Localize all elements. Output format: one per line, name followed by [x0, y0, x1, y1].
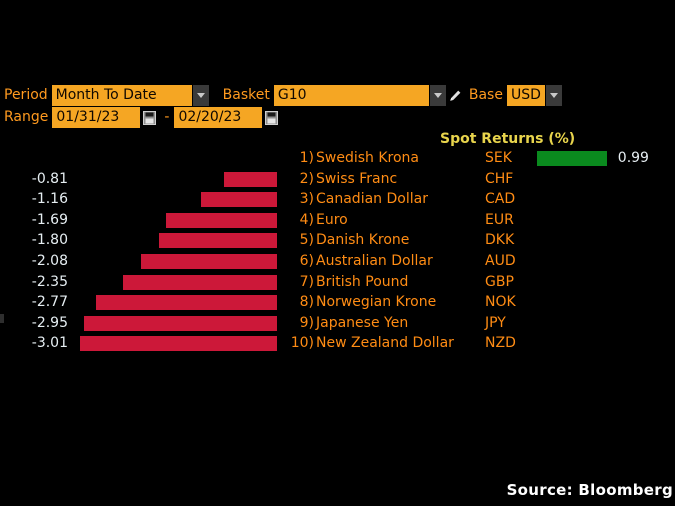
bar-value-label: -0.81 — [31, 170, 68, 187]
period-select-value[interactable]: Month To Date — [51, 85, 192, 106]
bar-value-label: -1.80 — [31, 232, 68, 249]
chart-title: Spot Returns (%) — [440, 131, 576, 147]
row-rank: 1) — [299, 150, 314, 166]
bar-value-label: -2.95 — [31, 314, 68, 331]
base-dropdown-chevron-down-icon[interactable] — [544, 85, 562, 106]
currency-code[interactable]: NOK — [485, 294, 516, 311]
bar-negative — [79, 336, 277, 352]
range-label: Range — [4, 109, 49, 125]
currency-code[interactable]: EUR — [485, 211, 514, 228]
base-label: Base — [468, 87, 503, 103]
bar-value-label: -2.35 — [31, 273, 68, 290]
currency-code[interactable]: NZD — [485, 335, 516, 352]
base-select-value[interactable]: USD — [506, 85, 545, 106]
left-edge-marker — [0, 314, 4, 323]
range-separator: - — [164, 109, 170, 125]
currency-name[interactable]: British Pound — [316, 273, 409, 290]
currency-code[interactable]: AUD — [485, 253, 516, 269]
bar-value-label: 0.99 — [617, 150, 649, 166]
chart-row[interactable]: -3.01 10) New Zealand Dollar NZD — [0, 333, 675, 353]
period-label: Period — [4, 87, 48, 103]
toolbar-row-range: Range 01/31/23 - 02/20/23 — [0, 107, 281, 128]
row-rank: 4) — [299, 211, 314, 228]
currency-name[interactable]: Australian Dollar — [316, 253, 433, 269]
toolbar-row-period: Period Month To Date Basket G10 Base USD — [0, 85, 562, 106]
bar-negative — [83, 315, 277, 331]
currency-code[interactable]: CHF — [485, 170, 514, 187]
row-rank: 5) — [299, 232, 314, 249]
chart-row[interactable]: -1.80 5) Danish Krone DKK — [0, 230, 675, 250]
currency-code[interactable]: GBP — [485, 273, 514, 290]
basket-dropdown-chevron-down-icon[interactable] — [428, 85, 446, 106]
chart-row[interactable]: -0.81 2) Swiss Franc CHF — [0, 169, 675, 189]
range-end-calendar-icon[interactable] — [262, 107, 281, 128]
controls-toolbar: Period Month To Date Basket G10 Base USD… — [0, 85, 675, 131]
currency-name[interactable]: Swedish Krona — [316, 150, 419, 166]
currency-name[interactable]: Euro — [316, 211, 348, 228]
currency-name[interactable]: Japanese Yen — [316, 314, 409, 331]
bar-negative — [95, 295, 277, 311]
currency-code[interactable]: JPY — [485, 314, 506, 331]
currency-name[interactable]: Swiss Franc — [316, 170, 398, 187]
chart-row[interactable]: -2.08 6) Australian Dollar AUD — [0, 251, 675, 271]
bar-value-label: -2.77 — [31, 294, 68, 311]
chart-row[interactable]: -1.16 3) Canadian Dollar CAD — [0, 189, 675, 209]
source-attribution: Source: Bloomberg — [506, 481, 673, 499]
row-rank: 7) — [299, 273, 314, 290]
currency-code[interactable]: CAD — [485, 191, 516, 208]
bar-value-label: -1.69 — [31, 211, 68, 228]
basket-select-value[interactable]: G10 — [273, 85, 429, 106]
currency-name[interactable]: Canadian Dollar — [316, 191, 428, 208]
currency-name[interactable]: New Zealand Dollar — [316, 335, 454, 352]
currency-name[interactable]: Danish Krone — [316, 232, 410, 249]
chart-row[interactable]: -2.95 9) Japanese Yen JPY — [0, 313, 675, 333]
range-start-input[interactable]: 01/31/23 — [52, 107, 141, 128]
chart-row[interactable]: -1.69 4) Euro EUR — [0, 210, 675, 230]
row-rank: 10) — [290, 335, 314, 352]
bar-negative — [159, 233, 277, 249]
bar-negative — [123, 274, 277, 290]
range-end-input[interactable]: 02/20/23 — [174, 107, 263, 128]
bar-negative — [201, 192, 277, 208]
row-rank: 3) — [299, 191, 314, 208]
period-dropdown-chevron-down-icon[interactable] — [191, 85, 209, 106]
chart-row[interactable]: 0.99 1) Swedish Krona SEK — [0, 148, 675, 168]
chart-row[interactable]: -2.77 8) Norwegian Krone NOK — [0, 292, 675, 312]
pencil-icon[interactable] — [446, 85, 465, 106]
currency-name[interactable]: Norwegian Krone — [316, 294, 437, 311]
toolbar-spacer — [209, 85, 219, 106]
currency-code[interactable]: SEK — [485, 150, 512, 166]
range-start-calendar-icon[interactable] — [140, 107, 159, 128]
basket-label: Basket — [222, 87, 270, 103]
chart-row[interactable]: -2.35 7) British Pound GBP — [0, 272, 675, 292]
bar-positive — [537, 151, 607, 166]
bar-value-label: -2.08 — [31, 253, 68, 269]
row-rank: 8) — [299, 294, 314, 311]
row-rank: 9) — [299, 314, 314, 331]
bar-negative — [223, 171, 277, 187]
bar-negative — [140, 254, 277, 269]
bar-negative — [166, 212, 277, 228]
bar-value-label: -1.16 — [31, 191, 68, 208]
bar-value-label: -3.01 — [31, 335, 68, 352]
currency-code[interactable]: DKK — [485, 232, 515, 249]
spot-returns-chart: Spot Returns (%) 0.99 1) Swedish Krona SEK -… — [0, 131, 675, 371]
row-rank: 2) — [299, 170, 314, 187]
row-rank: 6) — [299, 253, 314, 269]
